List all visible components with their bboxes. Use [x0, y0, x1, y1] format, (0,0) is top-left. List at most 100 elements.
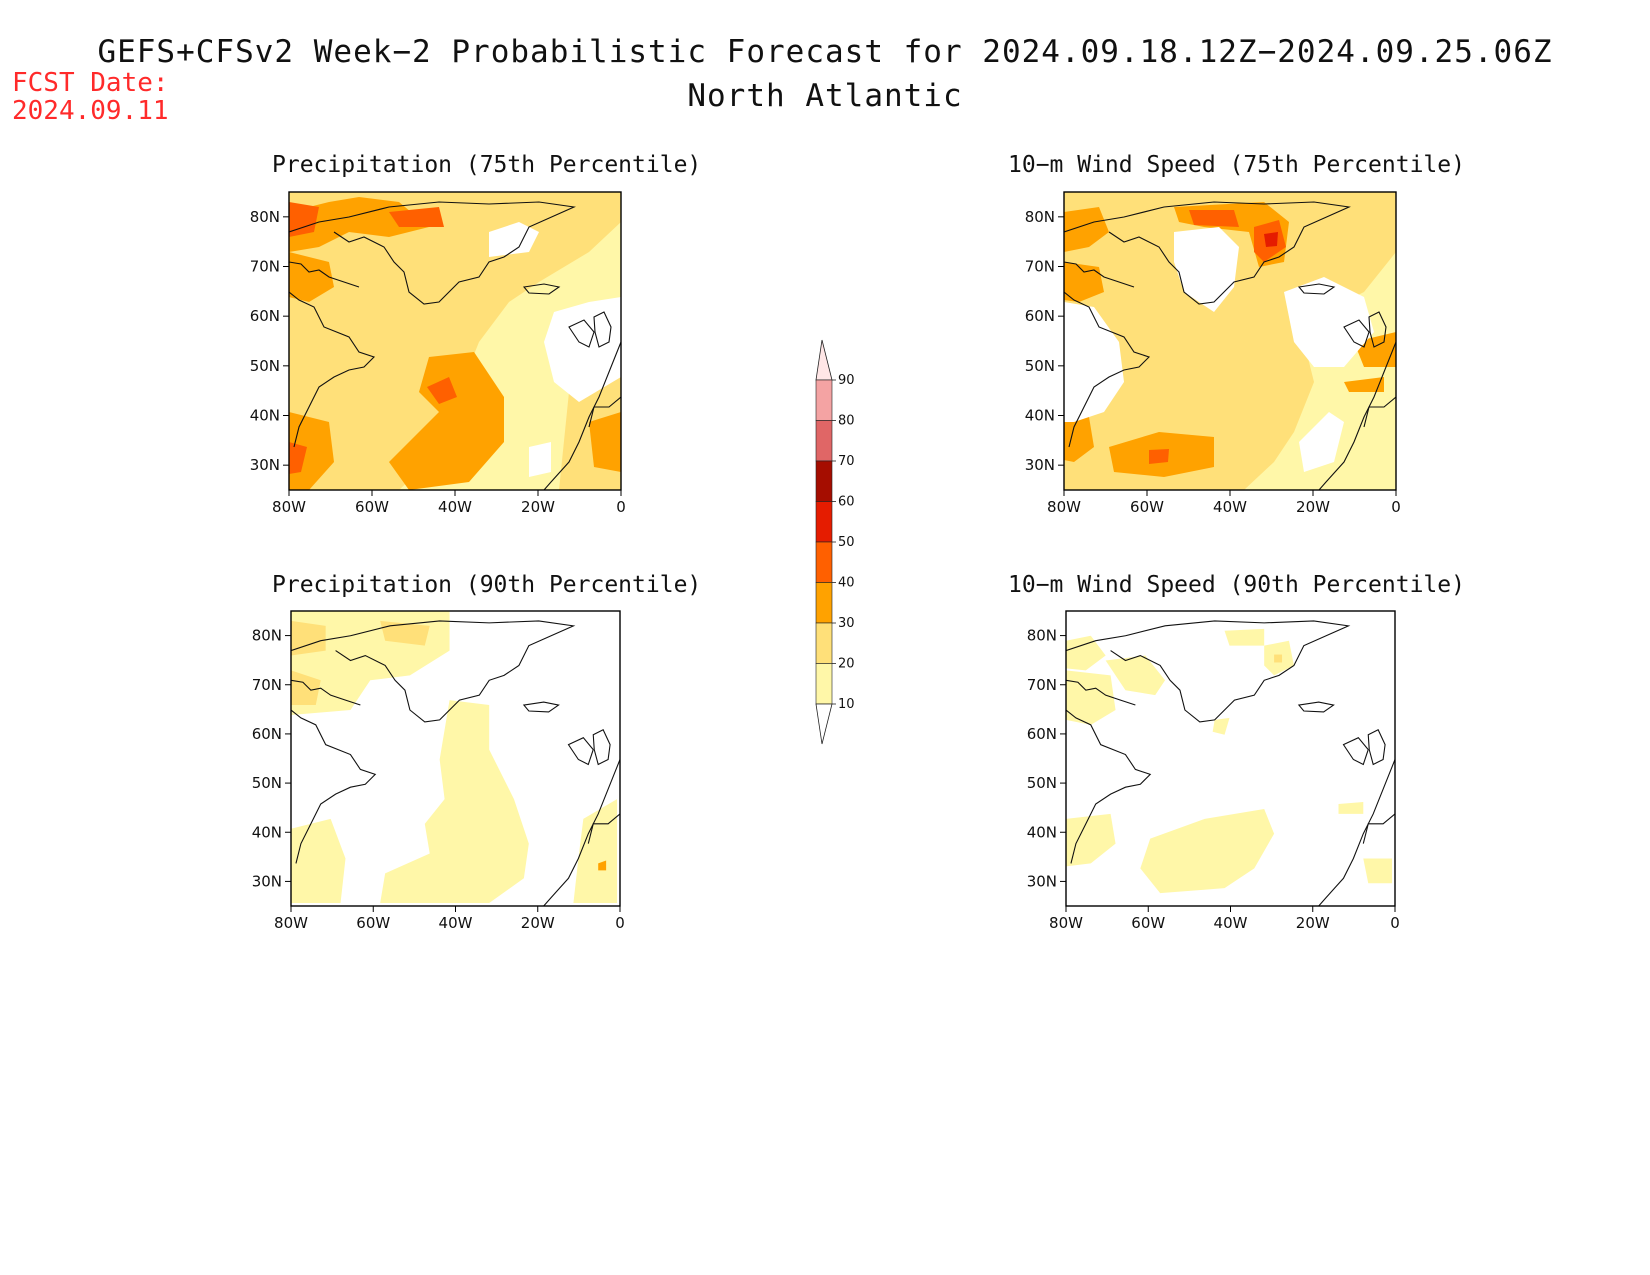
colorbar-label: 70	[838, 454, 855, 469]
colorbar-cap-top	[815, 339, 833, 381]
lat-tick-label: 60N	[252, 725, 282, 743]
map-svg: 30N 40N 50N 60N 70N 80N 80W 60W 40W 20W 0	[1027, 610, 1400, 932]
lat-tick-label: 40N	[252, 823, 282, 841]
probability-contour	[291, 620, 326, 656]
lon-tick-label: 20W	[521, 914, 555, 932]
probability-contour	[489, 222, 539, 257]
lat-tick-label: 50N	[252, 774, 282, 792]
lat-tick-label: 40N	[1027, 823, 1057, 841]
forecast-date-value: 2024.09.11	[12, 96, 169, 126]
coastline	[587, 813, 620, 844]
colorbar-label: 40	[838, 576, 855, 591]
coastline	[1064, 261, 1135, 288]
lon-tick-label: 0	[616, 498, 626, 516]
lon-tick-label: 0	[615, 914, 625, 932]
coastline	[1318, 341, 1396, 490]
lon-tick-label: 0	[1391, 498, 1401, 516]
lat-tick-label: 30N	[1025, 456, 1055, 474]
coastline	[1363, 396, 1396, 428]
coastline	[1342, 737, 1369, 766]
probability-contour	[589, 412, 621, 472]
colorbar-box	[815, 501, 833, 543]
coastline	[1297, 701, 1335, 713]
lat-tick-label: 80N	[1027, 627, 1057, 645]
lat-tick-label: 60N	[1027, 725, 1057, 743]
colorbar-box	[815, 379, 833, 421]
coastline	[289, 291, 376, 448]
coastline	[522, 283, 561, 295]
colorbar-label: 20	[838, 657, 855, 672]
map-panel-wind-90: 30N 40N 50N 60N 70N 80N 80W 60W 40W 20W 0	[1027, 610, 1400, 932]
probability-contour	[1284, 277, 1374, 367]
lon-tick-label: 80W	[1047, 498, 1081, 516]
coastline	[543, 341, 621, 490]
lon-tick-label: 40W	[1214, 914, 1248, 932]
panel-title-precip-90: Precipitation (90th Percentile)	[272, 572, 702, 598]
coastline	[1297, 283, 1336, 295]
lon-tick-label: 20W	[521, 498, 555, 516]
colorbar-label: 80	[838, 414, 855, 429]
coastline	[1367, 729, 1386, 766]
lat-tick-label: 70N	[252, 676, 282, 694]
panel-title-wind-75: 10−m Wind Speed (75th Percentile)	[1008, 152, 1465, 178]
probability-contour	[1066, 813, 1116, 867]
coastline	[543, 759, 620, 906]
probability-contour	[544, 297, 621, 402]
colorbar-label: 50	[838, 535, 855, 550]
map-svg: 30N 40N 50N 60N 70N 80N 80W 60W 40W 20W 0	[250, 191, 626, 516]
map-panel-wind-75: 30N 40N 50N 60N 70N 80N 80W 60W 40W 20W 0	[1025, 191, 1401, 516]
colorbar-box	[815, 460, 833, 502]
colorbar-label: 30	[838, 616, 855, 631]
coastline	[1318, 759, 1395, 906]
probability-contour	[289, 442, 307, 474]
probability-contour	[1066, 670, 1116, 725]
colorbar-label: 90	[838, 373, 855, 388]
probability-contour	[1363, 858, 1393, 884]
probability-contour	[573, 799, 618, 904]
coastline	[291, 709, 377, 864]
probability-contour	[1105, 655, 1166, 696]
lon-tick-label: 20W	[1296, 914, 1330, 932]
probability-contour	[291, 818, 346, 904]
lon-tick-label: 20W	[1296, 498, 1330, 516]
probability-contour	[1274, 654, 1283, 663]
probability-contour	[1299, 412, 1344, 472]
probability-contour	[1064, 302, 1124, 422]
lon-tick-label: 40W	[439, 914, 473, 932]
panel-title-wind-90: 10−m Wind Speed (90th Percentile)	[1008, 572, 1465, 598]
coastline	[291, 620, 576, 723]
coastline	[1362, 813, 1395, 844]
probability-contour	[1064, 262, 1104, 302]
probability-contour	[289, 252, 334, 302]
lat-tick-label: 70N	[250, 258, 280, 276]
panel-title-precip-75: Precipitation (75th Percentile)	[272, 152, 702, 178]
probability-contour	[1140, 808, 1275, 894]
colorbar-box	[815, 663, 833, 705]
map-panel-precip-75: 30N 40N 50N 60N 70N 80N 80W 60W 40W 20W 0	[250, 191, 626, 516]
probability-contour	[291, 670, 321, 706]
lon-tick-label: 60W	[355, 498, 389, 516]
lon-tick-label: 80W	[1049, 914, 1083, 932]
probability-contour	[1264, 232, 1278, 247]
lat-tick-label: 50N	[1025, 357, 1055, 375]
lat-tick-label: 70N	[1025, 258, 1055, 276]
lon-tick-label: 40W	[438, 498, 472, 516]
lat-tick-label: 30N	[252, 872, 282, 890]
colorbar-box	[815, 622, 833, 664]
probability-contour	[1064, 412, 1094, 462]
probability-contour	[1214, 242, 1234, 272]
colorbar-label: 60	[838, 495, 855, 510]
probability-contour	[1338, 802, 1364, 814]
coastline	[1368, 311, 1387, 348]
lon-tick-label: 40W	[1213, 498, 1247, 516]
probability-contour	[389, 207, 444, 227]
probability-contour	[529, 442, 551, 477]
colorbar-box	[815, 420, 833, 462]
lat-tick-label: 50N	[1027, 774, 1057, 792]
map-svg: 30N 40N 50N 60N 70N 80N 80W 60W 40W 20W 0	[252, 610, 625, 932]
probability-contour	[1344, 377, 1384, 392]
colorbar-box	[815, 582, 833, 624]
coastline	[291, 679, 361, 706]
probability-contour	[289, 202, 319, 237]
coastline	[1064, 201, 1351, 305]
